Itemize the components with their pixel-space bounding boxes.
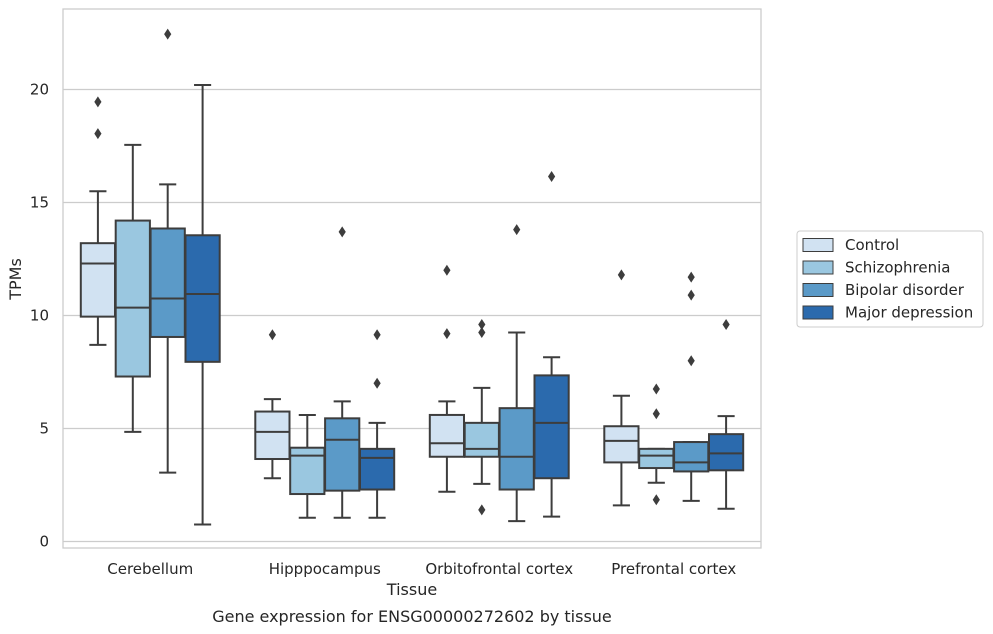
outlier-point bbox=[513, 224, 521, 236]
outlier-point bbox=[268, 329, 276, 341]
box-iqr bbox=[149, 227, 186, 338]
x-tick-label: Prefrontal cortex bbox=[611, 560, 736, 578]
boxes bbox=[79, 28, 745, 526]
outlier-point bbox=[478, 319, 486, 331]
outlier-point bbox=[687, 289, 695, 301]
box-iqr bbox=[184, 234, 221, 363]
y-tick-label: 5 bbox=[39, 420, 49, 438]
y-tick-label: 15 bbox=[30, 194, 49, 212]
outlier-point bbox=[617, 269, 625, 281]
x-tick-label: Hipppocampus bbox=[269, 560, 381, 578]
outlier-point bbox=[443, 264, 451, 276]
box-bipolar-disorder bbox=[324, 226, 361, 519]
box-major-depression bbox=[358, 329, 396, 519]
plot-frame bbox=[62, 8, 762, 549]
box-iqr bbox=[358, 447, 396, 491]
outlier-point bbox=[652, 494, 660, 506]
box-iqr bbox=[114, 219, 151, 378]
x-axis-label: Tissue bbox=[386, 580, 437, 599]
box-major-depression bbox=[707, 319, 745, 510]
box-control bbox=[603, 269, 640, 507]
box-control bbox=[254, 329, 291, 480]
legend-label: Control bbox=[845, 236, 899, 254]
box-iqr bbox=[463, 421, 500, 458]
box-schizophrenia bbox=[638, 383, 675, 506]
legend-label: Bipolar disorder bbox=[845, 281, 965, 299]
box-major-depression bbox=[533, 171, 570, 518]
outlier-point bbox=[443, 328, 451, 340]
legend-frame bbox=[796, 230, 984, 328]
x-tick-labels: Cerebellum Hipppocampus Orbitofrontal cort… bbox=[107, 560, 736, 578]
box-iqr bbox=[498, 407, 535, 491]
outlier-point bbox=[548, 171, 556, 183]
box-iqr bbox=[707, 433, 745, 472]
outlier-point bbox=[373, 329, 381, 341]
legend-swatch bbox=[802, 283, 834, 297]
legend-label: Major depression bbox=[845, 304, 973, 322]
y-tick-label: 10 bbox=[30, 307, 49, 325]
box-iqr bbox=[533, 374, 570, 480]
outlier-point bbox=[687, 271, 695, 283]
legend-swatch bbox=[802, 305, 834, 320]
box-iqr bbox=[324, 417, 361, 492]
box-iqr bbox=[638, 447, 675, 470]
y-tick-labels: 0 5 10 15 20 bbox=[30, 81, 49, 551]
legend: Control Schizophrenia Bipolar disorder Majo… bbox=[796, 230, 984, 328]
legend-swatch bbox=[802, 238, 834, 252]
chart-caption: Gene expression for ENSG00000272602 by t… bbox=[212, 607, 612, 626]
x-tick-label: Cerebellum bbox=[107, 560, 193, 578]
box-control bbox=[79, 96, 117, 346]
box-iqr bbox=[673, 441, 710, 473]
box-schizophrenia bbox=[289, 413, 326, 519]
y-axis-label: TPMs bbox=[6, 258, 25, 301]
outlier-point bbox=[652, 408, 660, 420]
outlier-point bbox=[478, 504, 486, 516]
x-tick-label: Orbitofrontal cortex bbox=[425, 560, 573, 578]
box-bipolar-disorder bbox=[498, 224, 535, 523]
box-iqr bbox=[254, 410, 291, 461]
box-control bbox=[428, 264, 466, 493]
box-bipolar-disorder bbox=[673, 271, 710, 502]
outlier-point bbox=[687, 355, 695, 367]
outlier-point bbox=[652, 383, 660, 395]
y-tick-label: 0 bbox=[39, 533, 49, 551]
box-bipolar-disorder bbox=[149, 28, 186, 474]
box-iqr bbox=[79, 242, 117, 318]
outlier-point bbox=[338, 226, 346, 238]
box-major-depression bbox=[184, 83, 221, 526]
outlier-point bbox=[164, 28, 172, 40]
box-schizophrenia bbox=[463, 319, 500, 516]
y-tick-label: 20 bbox=[30, 81, 49, 99]
outlier-point bbox=[478, 326, 486, 338]
outlier-point bbox=[722, 319, 730, 331]
box-schizophrenia bbox=[114, 143, 151, 433]
box-iqr bbox=[603, 425, 640, 464]
outlier-point bbox=[373, 377, 381, 389]
outlier-point bbox=[94, 128, 102, 140]
legend-swatch bbox=[802, 260, 834, 275]
outlier-point bbox=[94, 96, 102, 108]
box-iqr bbox=[428, 413, 466, 458]
legend-label: Schizophrenia bbox=[845, 259, 950, 277]
